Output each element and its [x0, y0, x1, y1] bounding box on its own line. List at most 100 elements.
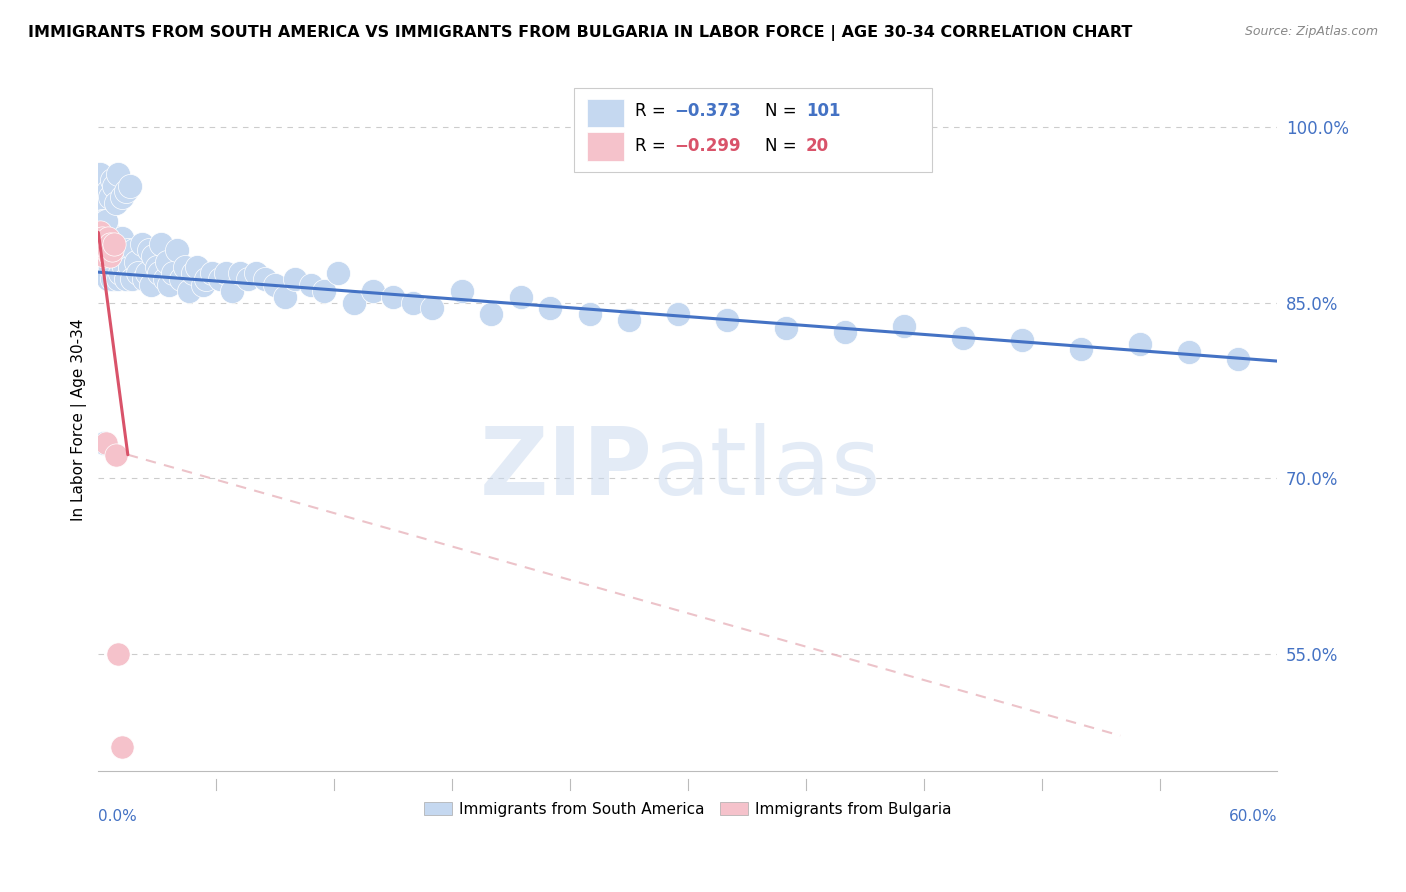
Point [89, 243, 111, 257]
Point [115, 185, 138, 199]
Point [952, 331, 974, 345]
Point [91, 231, 114, 245]
Point [716, 313, 738, 327]
Text: −0.299: −0.299 [673, 136, 741, 154]
Text: 20: 20 [806, 136, 830, 154]
Text: IMMIGRANTS FROM SOUTH AMERICA VS IMMIGRANTS FROM BULGARIA IN LABOR FORCE | AGE 3: IMMIGRANTS FROM SOUTH AMERICA VS IMMIGRA… [28, 25, 1132, 41]
Point [509, 290, 531, 304]
Point [91, 213, 114, 227]
Point [538, 301, 561, 316]
Point [177, 284, 200, 298]
Point [136, 266, 159, 280]
Text: 101: 101 [806, 103, 841, 120]
Point [162, 266, 184, 280]
Point [834, 325, 856, 339]
Point [156, 254, 179, 268]
Point [93, 237, 115, 252]
Point [326, 266, 349, 280]
Point [89, 202, 111, 216]
Point [97, 225, 120, 239]
Point [97, 185, 120, 199]
Point [343, 295, 366, 310]
Point [229, 266, 252, 280]
Point [479, 307, 502, 321]
Point [1129, 336, 1152, 351]
FancyBboxPatch shape [574, 88, 932, 172]
Text: atlas: atlas [652, 423, 880, 515]
Point [91, 243, 114, 257]
Point [118, 260, 141, 275]
Point [96, 243, 118, 257]
Point [363, 284, 385, 298]
Point [191, 278, 214, 293]
Point [105, 448, 128, 462]
Point [98, 249, 121, 263]
Point [93, 436, 115, 450]
Point [103, 237, 125, 252]
Y-axis label: In Labor Force | Age 30-34: In Labor Force | Age 30-34 [72, 318, 87, 521]
Point [107, 647, 129, 661]
Text: Source: ZipAtlas.com: Source: ZipAtlas.com [1244, 25, 1378, 38]
Point [91, 260, 114, 275]
Text: −0.373: −0.373 [673, 103, 741, 120]
Point [141, 278, 163, 293]
Point [96, 213, 118, 227]
Point [118, 178, 141, 193]
Point [451, 284, 474, 298]
Point [98, 243, 121, 257]
Point [138, 243, 160, 257]
Point [93, 231, 115, 245]
Point [101, 172, 124, 186]
Point [181, 266, 204, 280]
Point [96, 243, 118, 257]
FancyBboxPatch shape [586, 132, 624, 161]
Point [121, 272, 143, 286]
Text: 60.0%: 60.0% [1229, 809, 1278, 824]
Point [91, 237, 114, 252]
Text: N =: N = [765, 136, 801, 154]
Point [117, 243, 139, 257]
Point [103, 237, 125, 252]
Point [107, 243, 129, 257]
Point [170, 272, 193, 286]
Point [97, 231, 120, 245]
Point [93, 213, 115, 227]
Point [153, 272, 176, 286]
Point [97, 237, 120, 252]
Point [893, 318, 915, 333]
Point [1070, 343, 1092, 357]
Point [195, 272, 218, 286]
Point [122, 243, 145, 257]
Point [103, 178, 125, 193]
Point [150, 237, 173, 252]
FancyBboxPatch shape [586, 99, 624, 127]
Point [617, 313, 640, 327]
Point [98, 190, 121, 204]
Point [111, 740, 134, 755]
Point [1011, 333, 1033, 347]
Point [299, 278, 322, 293]
Text: R =: R = [636, 103, 671, 120]
Point [97, 272, 120, 286]
Point [245, 266, 267, 280]
Point [1227, 351, 1250, 366]
Point [96, 237, 118, 252]
Point [107, 167, 129, 181]
Point [97, 243, 120, 257]
Point [111, 231, 134, 245]
Point [89, 231, 111, 245]
Point [131, 237, 153, 252]
Point [125, 254, 148, 268]
Point [1178, 344, 1201, 359]
Point [166, 243, 188, 257]
Point [89, 237, 111, 252]
Point [127, 266, 149, 280]
Point [382, 290, 405, 304]
Point [236, 272, 259, 286]
Point [98, 260, 121, 275]
Point [201, 266, 224, 280]
Point [666, 307, 689, 321]
Point [115, 272, 138, 286]
Point [215, 266, 238, 280]
Point [101, 272, 124, 286]
